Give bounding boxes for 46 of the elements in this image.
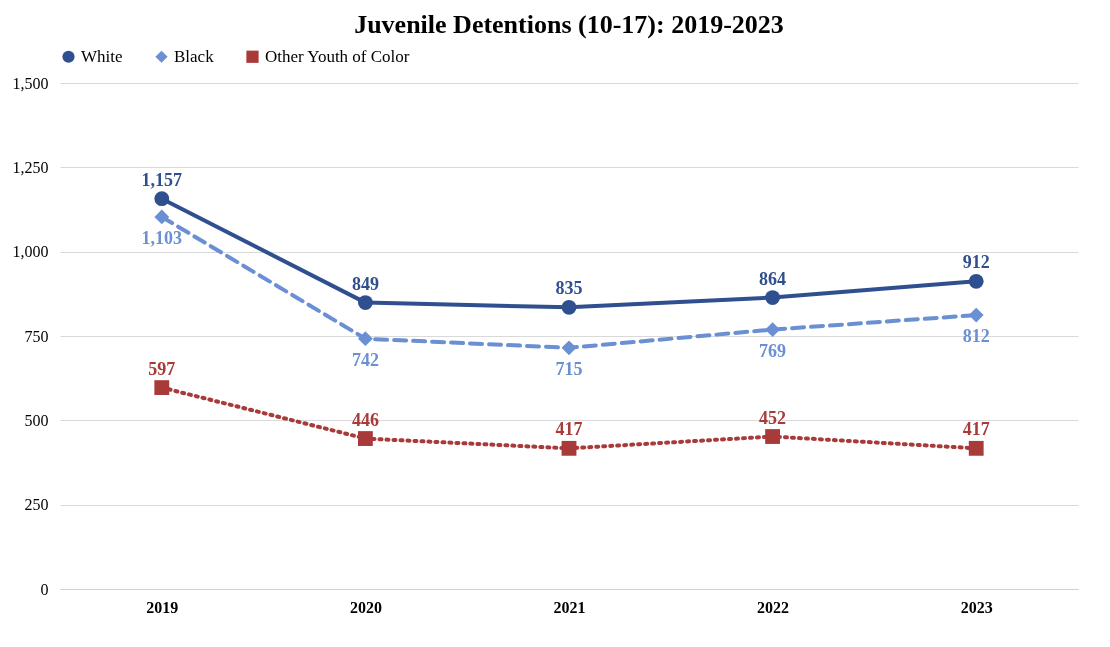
legend-label: White [81, 46, 123, 66]
data-label: 417 [962, 419, 990, 440]
data-label: 715 [555, 358, 583, 379]
data-label: 812 [962, 326, 990, 347]
x-tick-label: 2022 [757, 598, 790, 616]
point [154, 209, 170, 225]
x-tick-label: 2020 [349, 598, 382, 616]
y-tick-label: 1,500 [12, 74, 49, 92]
point [765, 290, 781, 305]
legend-label: Other Youth of Color [265, 46, 410, 66]
x-tick-label: 2019 [146, 598, 179, 616]
point [561, 440, 577, 456]
data-label: 417 [555, 419, 583, 440]
data-label: 769 [759, 340, 787, 361]
data-label: 1,157 [141, 169, 183, 190]
data-label: 864 [759, 268, 787, 289]
data-label: 849 [351, 273, 379, 294]
y-tick-label: 1,250 [12, 158, 49, 176]
data-label: 446 [351, 409, 379, 430]
point [765, 429, 781, 444]
point [561, 299, 577, 315]
data-label: 912 [962, 252, 990, 273]
point [968, 273, 984, 289]
point [154, 191, 170, 207]
point [357, 331, 373, 347]
x-tick-label: 2021 [553, 598, 586, 616]
legend-label: Black [174, 46, 215, 66]
data-label: 742 [351, 349, 379, 370]
data-label: 597 [148, 358, 176, 379]
point [968, 307, 984, 323]
data-label: 452 [759, 407, 787, 428]
point [765, 322, 781, 338]
x-tick-label: 2023 [960, 598, 993, 616]
y-tick-label: 1,000 [12, 243, 49, 261]
point [357, 295, 373, 311]
y-tick-label: 500 [24, 411, 49, 429]
chart-title: Juvenile Detentions (10-17): 2019-2023 [354, 10, 784, 39]
data-label: 1,103 [141, 227, 183, 248]
point [154, 380, 170, 396]
point [561, 340, 577, 356]
y-tick-label: 0 [40, 580, 49, 598]
data-label: 835 [555, 278, 583, 299]
point [357, 431, 373, 446]
point [968, 440, 984, 456]
y-tick-label: 750 [24, 327, 49, 345]
y-tick-label: 250 [24, 496, 49, 514]
